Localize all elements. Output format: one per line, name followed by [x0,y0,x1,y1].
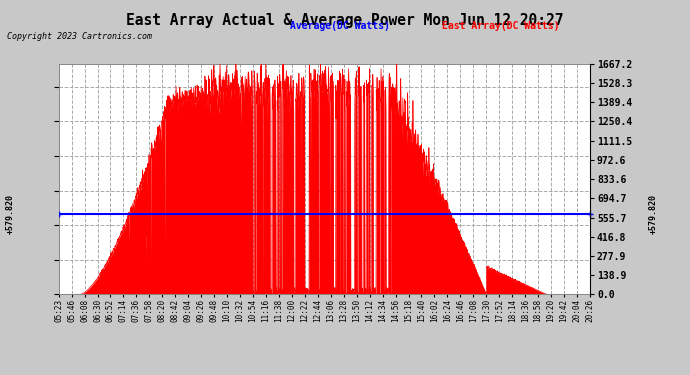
Text: East Array(DC Watts): East Array(DC Watts) [442,21,559,31]
Text: +579.820: +579.820 [649,194,658,234]
Text: +579.820: +579.820 [6,194,14,234]
Text: Average(DC Watts): Average(DC Watts) [290,21,390,31]
Text: East Array Actual & Average Power Mon Jun 12 20:27: East Array Actual & Average Power Mon Ju… [126,13,564,28]
Text: Copyright 2023 Cartronics.com: Copyright 2023 Cartronics.com [7,32,152,41]
